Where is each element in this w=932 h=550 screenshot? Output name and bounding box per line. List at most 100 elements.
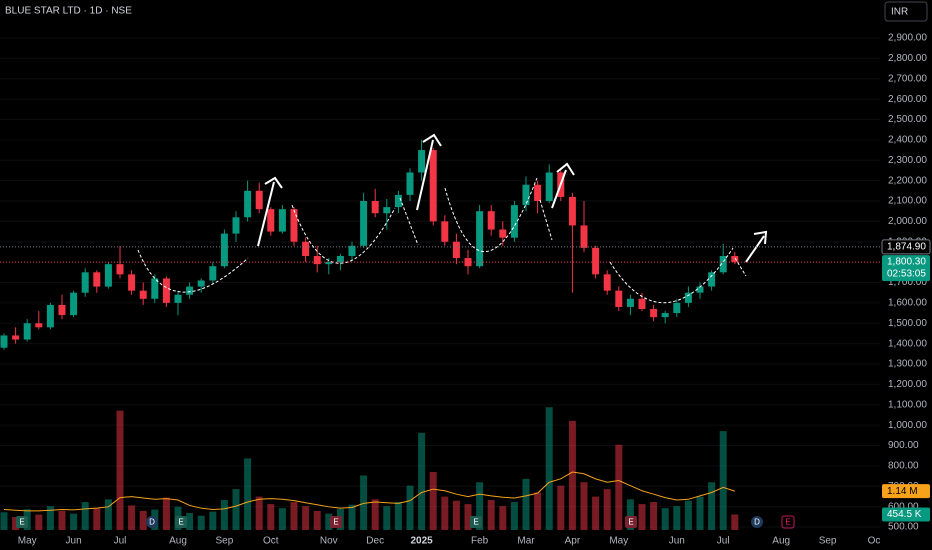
volume-ma-label: 1.14 M [887, 486, 918, 497]
volume-bar [603, 489, 611, 530]
candle-body [360, 201, 368, 246]
y-tick-label: 900.00 [888, 440, 919, 451]
volume-ma-line [3, 471, 735, 512]
candle-body [81, 272, 89, 293]
event[interactable]: E [16, 516, 28, 528]
event[interactable]: D [751, 516, 763, 528]
candle-body [684, 292, 692, 303]
event-label: D [149, 518, 155, 527]
x-tick-label: 2025 [410, 536, 433, 547]
event[interactable]: E [330, 516, 342, 528]
volume-bar [12, 517, 20, 530]
y-tick-label: 1,200.00 [888, 379, 927, 390]
candle-body [58, 304, 66, 316]
candle-body [499, 229, 507, 238]
y-tick-label: 1,500.00 [888, 318, 927, 329]
volume-bar [522, 478, 530, 530]
candle-body [650, 308, 658, 318]
volume-bar [673, 506, 681, 530]
cup-curve [291, 204, 396, 264]
y-tick-label: 2,100.00 [888, 196, 927, 207]
volume-bar [46, 506, 54, 530]
volume-last-label: 454.5 K [887, 509, 922, 520]
price-marker-box [881, 239, 931, 255]
y-tick-label: 1,600.00 [888, 298, 927, 309]
event-label: E [473, 518, 478, 527]
volume-bar [35, 514, 43, 530]
candle-body [510, 205, 518, 238]
x-tick-label: Mar [517, 536, 535, 547]
candle-body [151, 278, 159, 299]
candle-body [429, 150, 437, 222]
countdown-label: 02:53:05 [887, 269, 926, 280]
volume-bar [719, 431, 727, 530]
last-price-box [882, 255, 930, 282]
volume-last-box [882, 507, 930, 522]
candle-body [12, 335, 20, 340]
candle-body [174, 294, 182, 303]
candle-body [545, 172, 553, 201]
event[interactable]: E [470, 516, 482, 528]
x-tick-label: Jul [717, 536, 730, 547]
y-tick-label: 1,000.00 [888, 420, 927, 431]
candle-body [104, 264, 112, 287]
volume-bar [70, 513, 78, 530]
event[interactable]: E [175, 516, 187, 528]
x-tick-label: Oct [263, 536, 279, 547]
handle-line [399, 197, 419, 246]
volume-bar [0, 512, 8, 530]
volume-bar [348, 504, 356, 530]
y-tick-label: 2,800.00 [888, 53, 927, 64]
volume-bar [93, 508, 101, 530]
currency-box [884, 1, 928, 22]
volume-bar [429, 472, 437, 530]
candle-body [197, 280, 205, 287]
candle-body [302, 241, 310, 257]
candle-body [116, 264, 124, 275]
event[interactable]: E [781, 515, 795, 529]
candle-body [673, 302, 681, 314]
candle-body [487, 211, 495, 230]
candle-body [23, 323, 31, 340]
y-tick-label: 800.00 [888, 461, 919, 472]
candle-body [476, 211, 484, 267]
x-tick-label: Sep [819, 536, 837, 547]
volume-bar [452, 500, 460, 530]
y-tick-label: 500.00 [888, 522, 919, 533]
x-tick-label: Dec [366, 536, 384, 547]
event-label: D [754, 518, 760, 527]
cup-curve [444, 177, 538, 253]
volume-bar [197, 515, 205, 530]
currency-button[interactable]: INR [884, 1, 928, 22]
volume-bar [476, 482, 484, 530]
candle-body [441, 221, 449, 242]
volume-bar [650, 502, 658, 530]
volume-bar [162, 497, 170, 530]
candle-body [383, 207, 391, 214]
volume-bar [545, 407, 553, 530]
arrow [551, 162, 575, 209]
candle-body [696, 286, 704, 293]
x-tick-label: May [609, 536, 628, 547]
y-tick-label: 2,000.00 [888, 216, 927, 227]
candle-body [255, 190, 263, 210]
event[interactable]: D [146, 516, 158, 528]
candle-body [708, 272, 716, 287]
volume-bar [255, 496, 263, 530]
volume-bar [267, 504, 275, 530]
event[interactable]: E [625, 516, 637, 528]
volume-bar [464, 504, 472, 530]
candle-body [93, 272, 101, 287]
volume-bar [139, 510, 147, 530]
candle-body [394, 194, 402, 208]
volume-bar [360, 475, 368, 530]
candle-body [139, 290, 147, 299]
y-tick-label: 2,400.00 [888, 135, 927, 146]
arrow [416, 133, 442, 211]
x-tick-label: Nov [320, 536, 338, 547]
volume-bar [661, 508, 669, 530]
